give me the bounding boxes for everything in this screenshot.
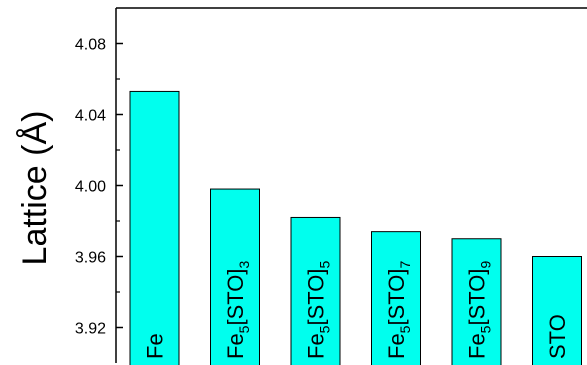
label-text: Fe — [223, 333, 248, 359]
bar-category-label: Fe5[STO]5 — [304, 260, 333, 359]
label-text: [STO] — [304, 268, 329, 325]
y-tick-label: 4.00 — [75, 179, 106, 196]
y-tick-label: 3.96 — [75, 250, 106, 267]
bar — [210, 188, 260, 365]
label-subscript: 3 — [236, 260, 252, 268]
label-text: [STO] — [384, 268, 409, 325]
label-text: STO — [545, 314, 570, 359]
label-text: Fe — [143, 333, 168, 359]
bar — [451, 238, 502, 365]
bar-category-label: Fe5[STO]7 — [384, 260, 413, 359]
label-text: [STO] — [223, 268, 248, 325]
label-text: [STO] — [465, 268, 490, 325]
label-subscript: 5 — [317, 260, 333, 268]
y-tick-label: 4.04 — [75, 108, 106, 125]
label-subscript: 5 — [478, 325, 494, 333]
bar — [129, 90, 180, 365]
label-subscript: 9 — [478, 260, 494, 268]
bar-category-label: STO — [545, 314, 570, 359]
label-text: Fe — [384, 333, 409, 359]
label-text: Fe — [304, 333, 329, 359]
bar — [290, 216, 341, 365]
label-subscript: 5 — [317, 325, 333, 333]
y-axis-label: Lattice (Å) — [16, 111, 54, 266]
bar-category-label: Fe5[STO]9 — [465, 260, 494, 359]
bar-category-label: Fe — [143, 333, 168, 359]
y-tick-label: 3.92 — [75, 321, 106, 338]
label-subscript: 5 — [236, 325, 252, 333]
y-tick-label: 4.08 — [75, 37, 106, 54]
bar — [371, 231, 421, 365]
label-text: Fe — [465, 333, 490, 359]
label-subscript: 5 — [397, 325, 413, 333]
label-subscript: 7 — [397, 260, 413, 268]
bar-category-label: Fe5[STO]3 — [223, 260, 252, 359]
bar — [532, 256, 582, 365]
